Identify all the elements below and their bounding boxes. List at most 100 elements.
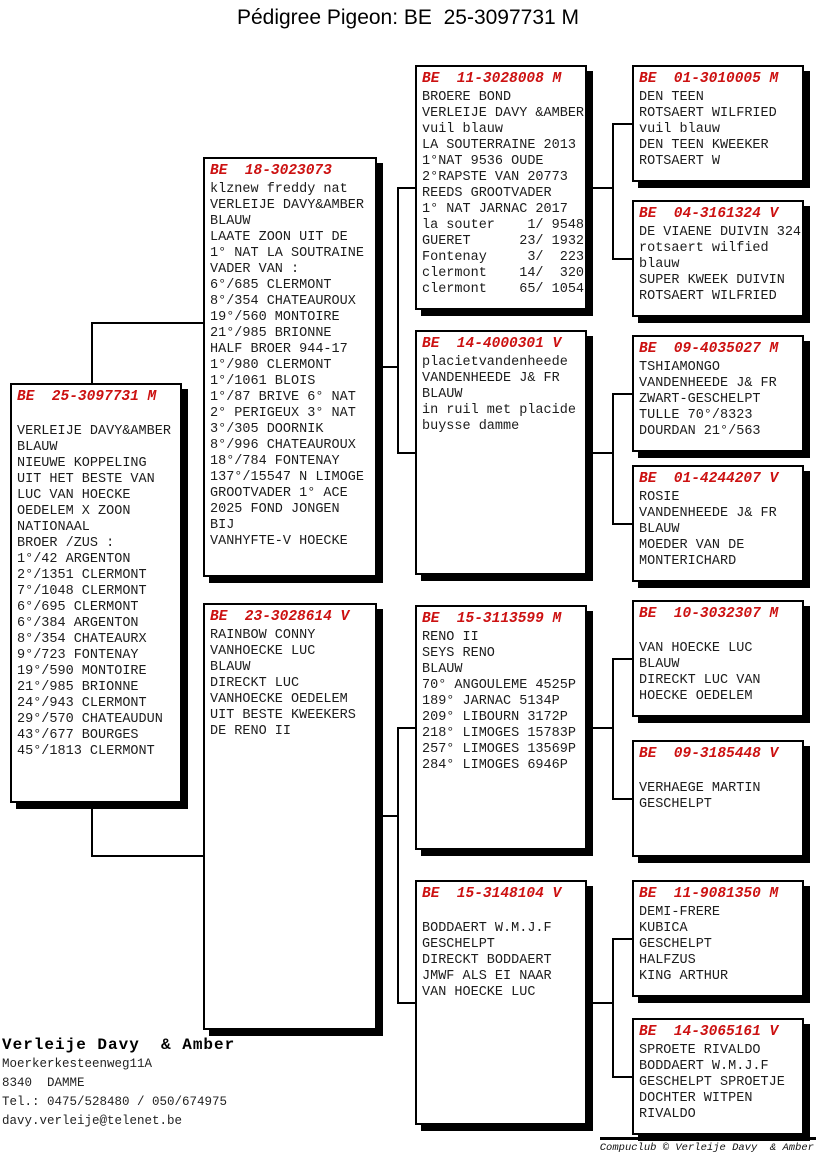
pedigree-text-line: VANHYFTE-V HOECKE: [210, 534, 348, 549]
connector-line: [612, 658, 632, 660]
pedigree-lines: RENO II SEYS RENO BLAUW 70° ANGOULEME 4525P…: [422, 630, 580, 774]
pedigree-lines: placietvandenheede VANDENHEEDE J& FR BLAUW…: [422, 355, 580, 435]
pedigree-text-line: BLAUW: [422, 387, 463, 402]
pedigree-text-line: Fontenay 3/ 223: [422, 250, 585, 265]
pedigree-text-line: in ruil met placide: [422, 403, 576, 418]
ring-number: BE 11-9081350 M: [639, 886, 779, 902]
pedigree-text-line: VANDENHEEDE J& FR: [422, 371, 560, 386]
pedigree-text-line: DIRECKT BODDAERT: [422, 953, 552, 968]
pedigree-text-line: VAN HOECKE LUC: [639, 641, 753, 656]
pedigree-text-line: 209° LIBOURN 3172P: [422, 710, 568, 725]
pedigree-text-line: DEMI-FRERE: [639, 905, 721, 920]
connector-line: [612, 798, 632, 800]
pedigree-lines: DE VIAENE DUIVIN 324 rotsaert wilfied blau…: [639, 225, 802, 305]
pedigree-text-line: 70° ANGOULEME 4525P: [422, 678, 576, 693]
ring-number: BE 18-3023073: [210, 163, 332, 179]
pedigree-text-line: ROSIE: [639, 490, 680, 505]
pedigree-text-line: GESCHELPT: [639, 937, 712, 952]
pedigree-text-line: HOECKE OEDELEM: [639, 689, 753, 704]
pedigree-text-line: clermont 65/ 1054: [422, 282, 585, 297]
ring-number: BE 01-4244207 V: [639, 471, 779, 487]
pedigree-text-line: ROTSAERT W: [639, 154, 721, 169]
pedigree-text-line: VANDENHEEDE J& FR: [639, 506, 777, 521]
connector-line: [91, 855, 203, 857]
pedigree-text-line: 21°/985 BRIONNE: [210, 326, 332, 341]
pedigree-text-line: vuil blauw: [422, 122, 504, 137]
pedigree-text-line: VANDENHEEDE J& FR: [639, 376, 777, 391]
pedigree-text-line: MONTERICHARD: [639, 554, 737, 569]
connector-line: [612, 938, 632, 940]
breeder-address-line: Moerkerkesteenweg11A: [2, 1057, 153, 1071]
pedigree-text-line: GUERET 23/ 1932: [422, 234, 585, 249]
pedigree-text-line: ROTSAERT WILFRIED: [639, 289, 777, 304]
pedigree-text-line: 1°/87 BRIVE 6° NAT: [210, 390, 356, 405]
pedigree-text-line: RAINBOW CONNY: [210, 628, 316, 643]
pedigree-text-line: 19°/560 MONTOIRE: [210, 310, 340, 325]
pedigree-text-line: BLAUW: [639, 522, 680, 537]
box-sire-dam: BE 14-4000301 V placietvandenheede VANDEN…: [415, 330, 587, 575]
connector-line: [377, 366, 397, 368]
box-dam-dam-sire: BE 11-9081350 M DEMI-FRERE KUBICA GESCHELP…: [632, 880, 804, 997]
pedigree-text-line: buysse damme: [422, 419, 520, 434]
pedigree-lines: DEMI-FRERE KUBICA GESCHELPT HALFZUS KING ART…: [639, 905, 797, 985]
pedigree-text-line: 43°/677 BOURGES: [17, 728, 139, 743]
pedigree-text-line: 9°/723 FONTENAY: [17, 648, 139, 663]
pedigree-text-line: JMWF ALS EI NAAR: [422, 969, 552, 984]
connector-line: [587, 452, 612, 454]
connector-line: [397, 187, 399, 454]
pedigree-text-line: BLAUW: [210, 214, 251, 229]
ring-number: BE 11-3028008 M: [422, 71, 562, 87]
pedigree-text-line: SPROETE RIVALDO: [639, 1043, 761, 1058]
pedigree-text-line: UIT HET BESTE VAN: [17, 472, 155, 487]
connector-line: [91, 322, 93, 383]
pedigree-text-line: 1°/980 CLERMONT: [210, 358, 332, 373]
footer-rule: [600, 1137, 816, 1140]
pedigree-lines: TSHIAMONGO VANDENHEEDE J& FR ZWART-GESCHEL…: [639, 360, 797, 440]
pedigree-text-line: 1° NAT LA SOUTRAINE: [210, 246, 364, 261]
pedigree-text-line: DEN TEEN: [639, 90, 704, 105]
pedigree-text-line: TSHIAMONGO: [639, 360, 721, 375]
ring-number: BE 09-4035027 M: [639, 341, 779, 357]
pedigree-text-line: VERLEIJE DAVY&AMBER: [17, 424, 171, 439]
pedigree-text-line: GESCHELPT SPROETJE: [639, 1075, 785, 1090]
connector-line: [612, 393, 632, 395]
pedigree-text-line: OEDELEM X ZOON: [17, 504, 131, 519]
box-dam-dam-dam: BE 14-3065161 V SPROETE RIVALDO BODDAERT …: [632, 1018, 804, 1135]
breeder-phone: Tel.: 0475/528480 / 050/674975: [2, 1095, 228, 1109]
page-title: Pédigree Pigeon: BE 25-3097731 M: [236, 6, 580, 29]
ring-number: BE 25-3097731 M: [17, 389, 157, 405]
pedigree-text-line: DOCHTER WITPEN: [639, 1091, 753, 1106]
pedigree-text-line: 189° JARNAC 5134P: [422, 694, 560, 709]
pedigree-text-line: 6°/384 ARGENTON: [17, 616, 139, 631]
pedigree-text-line: DE VIAENE DUIVIN 324: [639, 225, 802, 240]
pedigree-text-line: KING ARTHUR: [639, 969, 729, 984]
pedigree-lines: BODDAERT W.M.J.F GESCHELPT DIRECKT BODDAER…: [422, 905, 580, 1001]
connector-line: [612, 123, 632, 125]
connector-line: [397, 452, 415, 454]
connector-line: [91, 803, 93, 857]
pedigree-text-line: klznew freddy nat: [210, 182, 348, 197]
pedigree-lines: VERHAEGE MARTIN GESCHELPT: [639, 765, 797, 813]
pedigree-text-line: HALF BROER 944-17: [210, 342, 348, 357]
pedigree-text-line: 1° NAT JARNAC 2017: [422, 202, 568, 217]
pedigree-text-line: 21°/985 BRIONNE: [17, 680, 139, 695]
pedigree-text-line: GESCHELPT: [422, 937, 495, 952]
footer-credit: Compuclub © Verleije Davy & Amber: [599, 1142, 814, 1154]
pedigree-text-line: 137°/15547 N LIMOGE: [210, 470, 364, 485]
pedigree-text-line: BIJ: [210, 518, 235, 533]
pedigree-text-line: NATIONAAL: [17, 520, 90, 535]
pedigree-text-line: DIRECKT LUC VAN: [639, 673, 761, 688]
pedigree-text-line: VAN HOECKE LUC: [422, 985, 536, 1000]
pedigree-text-line: BLAUW: [210, 660, 251, 675]
pedigree-text-line: VERHAEGE MARTIN: [639, 781, 761, 796]
pedigree-text-line: 8°/996 CHATEAUROUX: [210, 438, 356, 453]
connector-line: [91, 322, 203, 324]
ring-number: BE 15-3148104 V: [422, 886, 562, 902]
pedigree-lines: RAINBOW CONNY VANHOECKE LUC BLAUW DIRECKT L…: [210, 628, 370, 740]
pedigree-text-line: [639, 625, 797, 641]
pedigree-text-line: 2°/1351 CLERMONT: [17, 568, 147, 583]
pedigree-text-line: DE RENO II: [210, 724, 292, 739]
breeder-email: davy.verleije@telenet.be: [2, 1114, 183, 1128]
connector-line: [612, 658, 614, 800]
